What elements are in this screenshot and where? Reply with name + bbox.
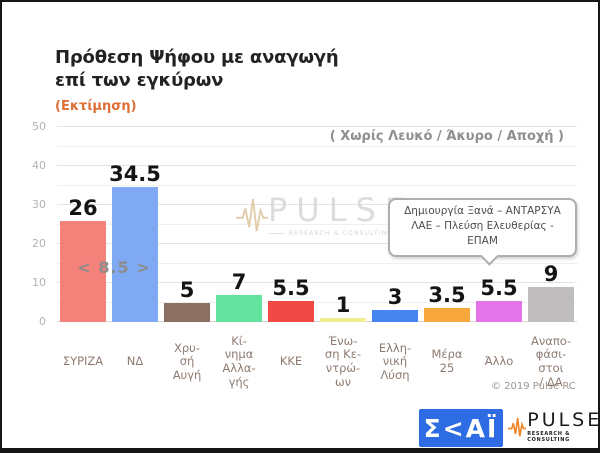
x-axis-label: Κί- νημα Αλλα- γής [222, 333, 256, 389]
watermark-tagline: RESEARCH & CONSULTING [288, 229, 394, 237]
other-parties-callout: Δημιουργία Ξανά – ΑΝΤΑΡΣΥΑ ΛΑΕ – Πλεύση … [388, 198, 577, 266]
bar-value-label: 5.5 [272, 275, 310, 300]
callout-text-line2: ΛΑΕ – Πλεύση Ελευθερίας - ΕΠΑΜ [411, 220, 554, 248]
skai-logo-text: Σ<ΑΪ [423, 413, 499, 443]
pulse-logo-waveform-icon [508, 417, 527, 437]
lead-gap-annotation: < 8.5 > [77, 258, 151, 277]
gridline [57, 165, 577, 166]
chart-title: Πρόθεση Ψήφου με αναγωγή επί των εγκύρων [55, 47, 339, 92]
plot-area: 26 34.5 5 7 5.5 1 3 3.5 5.5 9 [57, 126, 577, 322]
bar-column: 3 [369, 127, 421, 322]
bar [268, 300, 314, 322]
bar [60, 220, 106, 322]
bar [476, 300, 522, 322]
x-labels-row: ΣΥΡΙΖΑ ΝΔ Χρυ- σή Αυγή Κί- νημα Αλλα- γής ΚΚ… [57, 333, 577, 391]
pulse-watermark: PULSE RESEARCH & CONSULTING [236, 191, 415, 238]
gridline [57, 223, 577, 225]
bar-column: 34.5 [109, 127, 161, 322]
exclusion-note: ( Χωρίς Λευκό / Άκυρο / Αποχή ) [329, 129, 564, 144]
y-tick-label: 50 [32, 120, 46, 133]
x-axis-label: ΝΔ [126, 354, 144, 369]
gridline [57, 301, 577, 303]
bar-value-label: 1 [335, 293, 351, 318]
bar-value-label: 5.5 [480, 275, 518, 300]
y-tick-label: 30 [32, 198, 46, 211]
bar [424, 308, 470, 322]
bar-value-label: 9 [543, 261, 559, 286]
bar-value-label: 5 [179, 277, 195, 302]
x-axis-label: Άλλο [484, 354, 514, 369]
x-axis-label: ΣΥΡΙΖΑ [62, 354, 104, 369]
gridline [57, 243, 577, 244]
bar [372, 310, 418, 322]
y-tick-label: 20 [32, 237, 46, 250]
gridline [57, 204, 577, 205]
y-tick-label: 40 [32, 159, 46, 172]
bar-value-label: 3 [387, 285, 403, 310]
gridline [57, 145, 577, 147]
pulse-logo: PULSE RESEARCH & CONSULTING [508, 408, 600, 445]
bar [216, 294, 262, 322]
x-axis-label: Μέρα 25 [431, 347, 463, 375]
y-axis: 0 10 20 30 40 50 [2, 120, 50, 328]
bar-column: 5 [161, 127, 213, 322]
bar-column: 3.5 [421, 127, 473, 322]
bar [528, 286, 574, 322]
pulse-logo-name: PULSE [527, 408, 600, 431]
bar-value-label: 34.5 [109, 162, 161, 187]
watermark-rule-left [268, 232, 285, 234]
gridline [57, 321, 577, 322]
bar-column: 9 [525, 127, 577, 322]
bar-value-label: 7 [231, 269, 247, 294]
bar [112, 187, 158, 322]
y-tick-label: 0 [39, 315, 46, 328]
bar [320, 318, 366, 322]
gridline [57, 262, 577, 264]
pulse-waveform-icon [236, 198, 268, 232]
pulse-logo-tagline: RESEARCH & CONSULTING [527, 431, 571, 444]
bar-column: 5.5 [473, 127, 525, 322]
bar-column: 5.5 [265, 127, 317, 322]
x-axis-label: ΚΚΕ [279, 354, 303, 369]
watermark-name: PULSE [268, 191, 415, 230]
x-axis-label: Αναπο- φάσι- στοι / ΔΑ [531, 333, 571, 389]
y-tick-label: 10 [32, 276, 46, 289]
bar-value-label: 26 [68, 195, 98, 220]
skai-logo: Σ<ΑΪ [419, 409, 503, 447]
x-axis-label: Χρυ- σή Αυγή [172, 340, 202, 382]
bar-column: 26 [57, 127, 109, 322]
gridline [57, 126, 577, 127]
bar [164, 302, 210, 322]
bar-column: 1 [317, 127, 369, 322]
callout-text-line1: Δημιουργία Ξανά – ΑΝΤΑΡΣΥΑ [404, 205, 561, 217]
x-axis-label: Ένω- ση Κε- ντρώ- ων [324, 333, 362, 389]
gridline [57, 282, 577, 283]
copyright-text: © 2019 Pulse RC [491, 381, 576, 392]
bar-column: 7 [213, 127, 265, 322]
chart-subtitle: (Εκτίμηση) [55, 99, 137, 114]
gridline [57, 184, 577, 186]
x-axis-label: Ελλη- νική Λύση [378, 340, 412, 382]
bar-value-label: 3.5 [428, 283, 466, 308]
